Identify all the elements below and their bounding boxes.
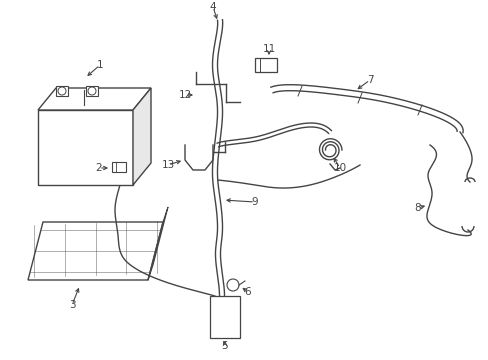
Text: 2: 2 bbox=[96, 163, 102, 173]
Circle shape bbox=[88, 87, 96, 95]
Text: 9: 9 bbox=[251, 197, 258, 207]
Text: 7: 7 bbox=[366, 75, 372, 85]
Text: 4: 4 bbox=[209, 2, 216, 12]
Bar bbox=[86, 86, 98, 96]
Polygon shape bbox=[148, 207, 168, 280]
Polygon shape bbox=[133, 88, 151, 185]
Circle shape bbox=[58, 87, 66, 95]
Text: 3: 3 bbox=[68, 300, 75, 310]
Bar bbox=[254, 58, 276, 72]
Text: 8: 8 bbox=[414, 203, 421, 213]
Bar bbox=[38, 110, 133, 185]
Bar bbox=[112, 162, 126, 172]
Text: 12: 12 bbox=[178, 90, 191, 100]
Polygon shape bbox=[28, 222, 163, 280]
Text: 5: 5 bbox=[221, 341, 228, 351]
Circle shape bbox=[226, 279, 239, 291]
Text: 11: 11 bbox=[262, 44, 275, 54]
Text: 13: 13 bbox=[161, 160, 174, 170]
Text: 10: 10 bbox=[333, 163, 346, 173]
Bar bbox=[209, 296, 240, 338]
Text: 6: 6 bbox=[244, 287, 251, 297]
Bar bbox=[56, 86, 68, 96]
Text: 1: 1 bbox=[97, 60, 103, 70]
Polygon shape bbox=[38, 88, 151, 110]
